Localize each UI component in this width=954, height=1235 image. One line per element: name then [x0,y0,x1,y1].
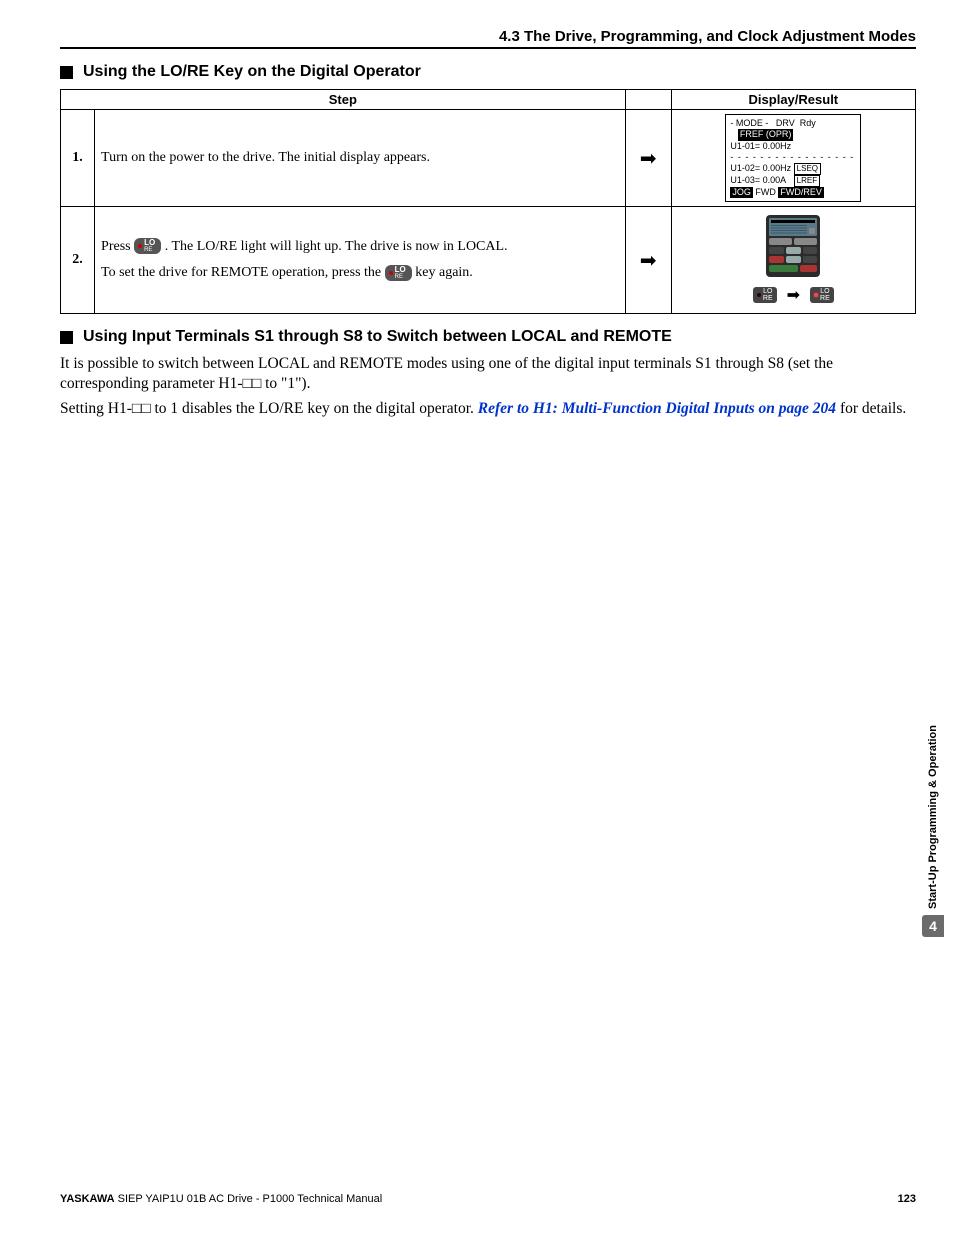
lcd-line: U1-03= 0.00A LREF [730,175,856,187]
side-tab-number: 4 [922,915,944,937]
cross-reference-link[interactable]: Refer to H1: Multi-Function Digital Inpu… [478,400,836,417]
led-dot-icon [138,244,142,248]
step-text: Turn on the power to the drive. The init… [95,110,626,207]
page-header: 4.3 The Drive, Programming, and Clock Ad… [60,28,916,49]
table-row: 1. Turn on the power to the drive. The i… [61,110,916,207]
lcd-line: FREF (OPR) [730,129,856,140]
step-number: 2. [61,207,95,314]
section-2-paragraph-2: Setting H1-□□ to 1 disables the LO/RE ke… [60,399,916,418]
footer-page-number: 123 [898,1193,916,1205]
lcd-line: U1-01= 0.00Hz [730,141,856,152]
table-header-row: Step Display/Result [61,90,916,110]
arrow-icon: ➡ [787,285,800,305]
col-arrow-header [625,90,671,110]
lore-key-icon: LO RE [385,265,412,281]
section-2-heading: Using Input Terminals S1 through S8 to S… [60,328,916,346]
section-2-title: Using Input Terminals S1 through S8 to S… [83,328,672,346]
lcd-line: - - - - - - - - - - - - - - - - - [730,152,856,163]
result-cell: LO RE ➡ LO RE [671,207,915,314]
lcd-display-panel: - MODE - DRV Rdy FREF (OPR) U1-01= 0.00H… [725,114,861,202]
section-2-paragraph-1: It is possible to switch between LOCAL a… [60,354,916,393]
step-number: 1. [61,110,95,207]
header-section-number: 4.3 [499,28,520,45]
lore-key-icon: LO RE [134,238,161,254]
table-row: 2. Press LO RE . The LO/RE light will li… [61,207,916,314]
lcd-line: - MODE - DRV Rdy [730,118,856,129]
lore-key-sequence: LO RE ➡ LO RE [753,285,834,305]
side-tab-label: Start-Up Programming & Operation [927,725,939,909]
col-result-header: Display/Result [671,90,915,110]
lcd-line: U1-02= 0.00Hz LSEQ [730,163,856,175]
side-tab: Start-Up Programming & Operation 4 [922,725,944,937]
operator-keypad-icon [766,215,820,277]
arrow-icon: ➡ [625,207,671,314]
lore-chip-on-icon: LO RE [810,287,834,303]
section-1-title: Using the LO/RE Key on the Digital Opera… [83,63,421,81]
header-title: 4.3 The Drive, Programming, and Clock Ad… [60,28,916,45]
step-text: Press LO RE . The LO/RE light will light… [95,207,626,314]
section-1-heading: Using the LO/RE Key on the Digital Opera… [60,63,916,81]
steps-table: Step Display/Result 1. Turn on the power… [60,89,916,314]
square-bullet-icon [60,66,73,79]
arrow-icon: ➡ [625,110,671,207]
square-bullet-icon [60,331,73,344]
col-step-header: Step [61,90,626,110]
led-dot-icon [389,271,393,275]
page-footer: YASKAWA SIEP YAIP1U 01B AC Drive - P1000… [60,1193,916,1205]
lcd-line: JOG FWD FWD/REV [730,187,856,198]
result-cell: - MODE - DRV Rdy FREF (OPR) U1-01= 0.00H… [671,110,915,207]
lore-chip-off-icon: LO RE [753,287,777,303]
footer-doc-title: YASKAWA SIEP YAIP1U 01B AC Drive - P1000… [60,1193,382,1205]
header-section-title: The Drive, Programming, and Clock Adjust… [524,28,916,45]
